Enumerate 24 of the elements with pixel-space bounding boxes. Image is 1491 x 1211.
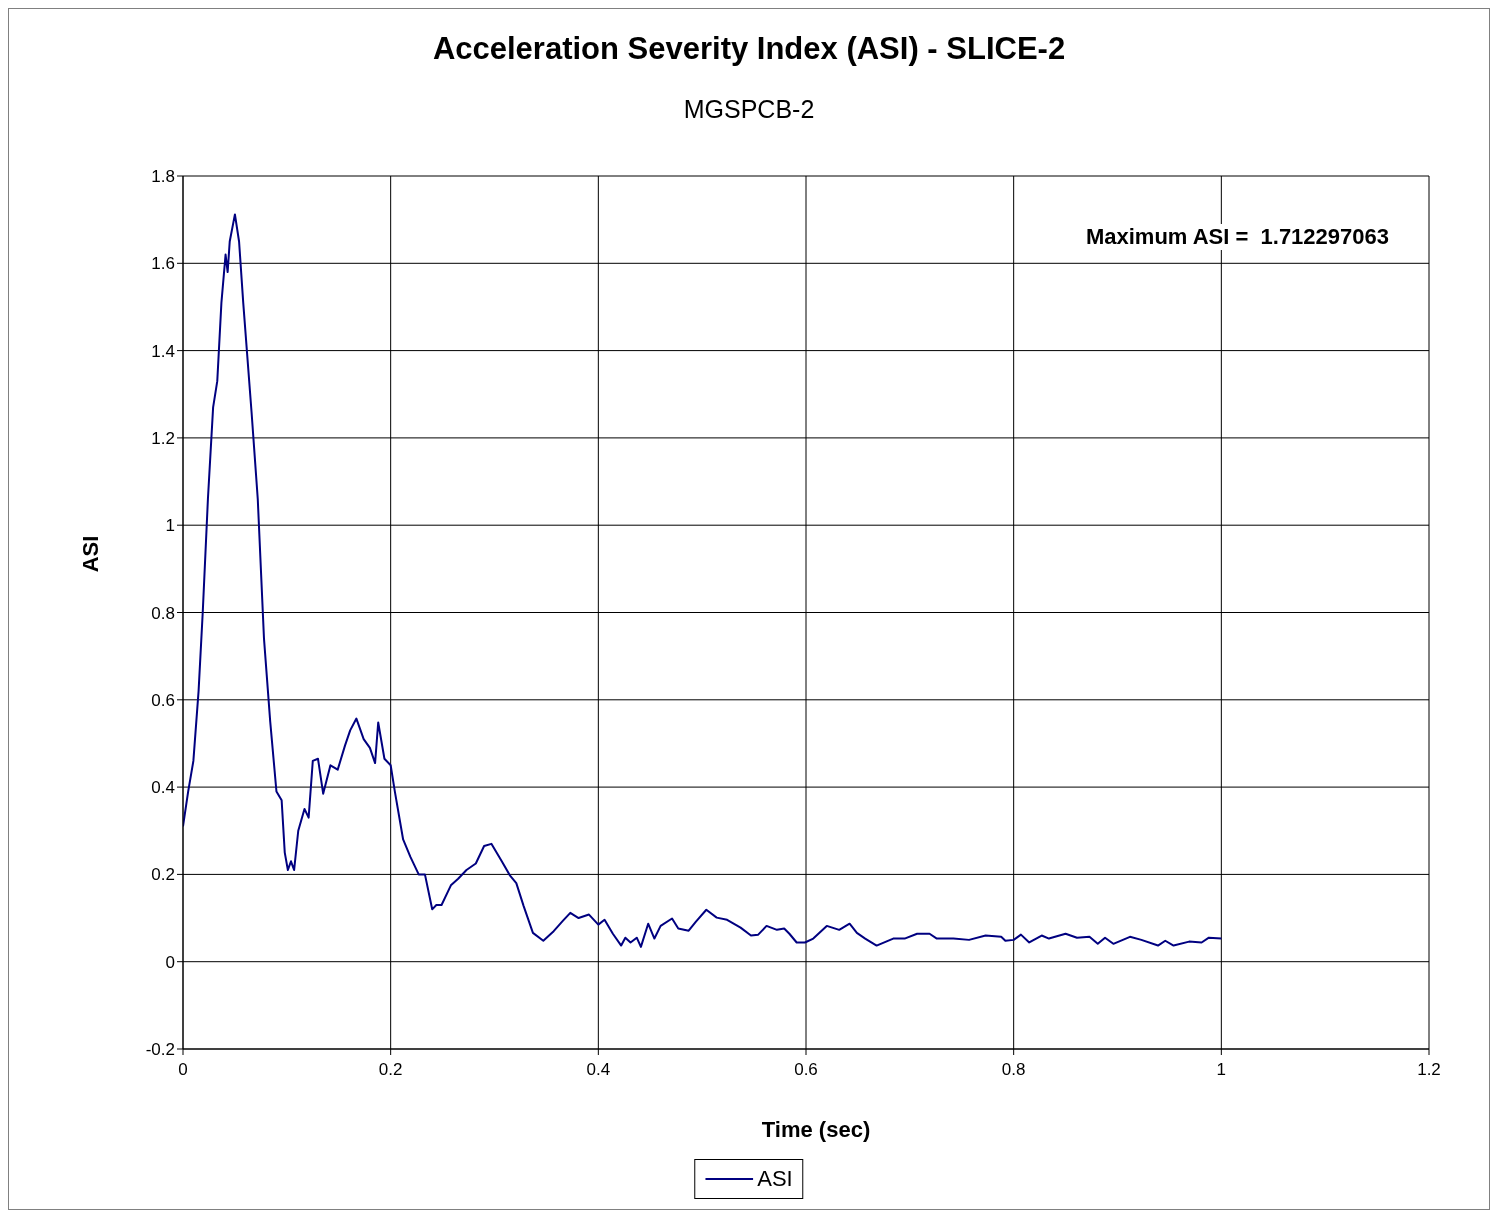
- y-tick-label: 1.8: [151, 167, 175, 187]
- y-tick-label: 1.4: [151, 341, 175, 361]
- chart-title: Acceleration Severity Index (ASI) - SLICE-2: [431, 31, 1067, 67]
- x-tick-label: 1: [1216, 1060, 1227, 1080]
- x-axis-title: Time (sec): [760, 1117, 872, 1143]
- y-tick-label: 0.4: [151, 778, 175, 798]
- x-tick-label: 0.8: [1001, 1060, 1026, 1080]
- y-axis-title: ASI: [78, 535, 104, 573]
- x-tick-label: 0.4: [586, 1060, 611, 1080]
- y-tick-label: 0.6: [151, 690, 175, 710]
- y-tick-label: 0.2: [151, 865, 175, 885]
- x-tick-label: 0.6: [794, 1060, 818, 1080]
- chart-subtitle: MGSPCB-2: [682, 95, 816, 124]
- x-tick-label: 1.2: [1417, 1060, 1441, 1080]
- legend-label: ASI: [757, 1166, 793, 1192]
- y-tick-label: 1.6: [151, 254, 175, 274]
- y-tick-label: 0: [165, 952, 175, 972]
- y-tick-label: 1.2: [151, 428, 175, 448]
- y-tick-label: -0.2: [145, 1040, 175, 1060]
- x-tick-label: 0: [178, 1060, 188, 1080]
- y-tick-label: 0.8: [151, 603, 175, 623]
- annotation: Maximum ASI = 1.712297063: [1081, 224, 1393, 250]
- y-tick-label: 1: [165, 516, 175, 536]
- x-tick-label: 0.2: [378, 1060, 403, 1080]
